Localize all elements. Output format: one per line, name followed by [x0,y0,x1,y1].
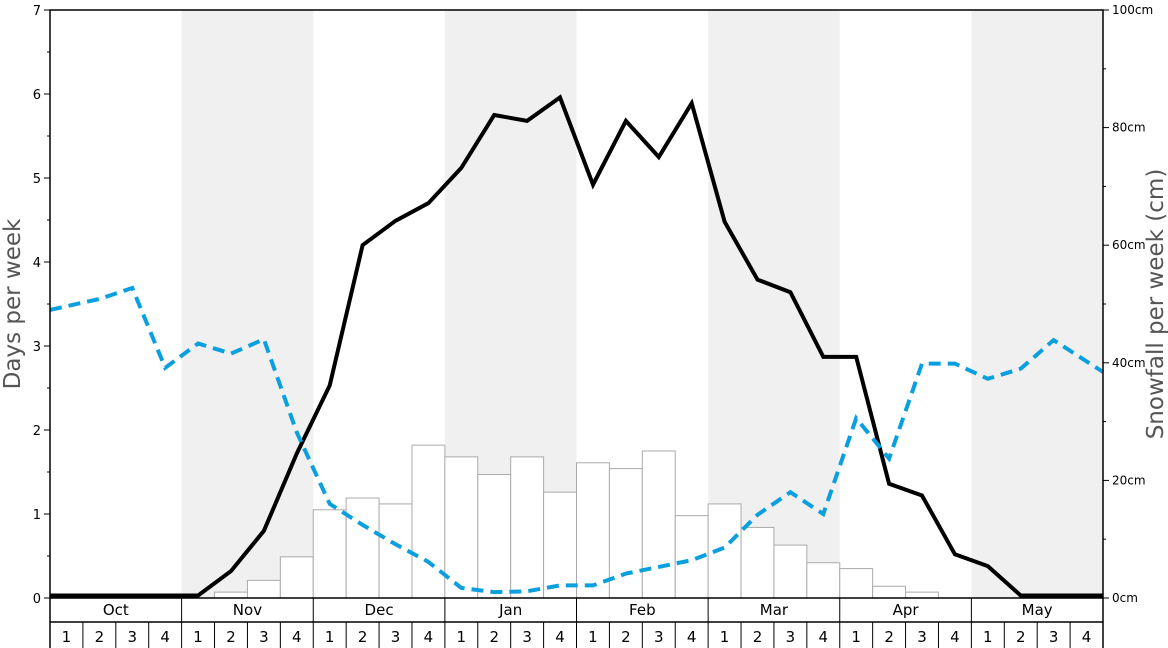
snowfall-bar [411,444,446,599]
snowfall-bar [477,474,512,599]
snowfall-bar [543,491,577,599]
y2-tick-label: 20cm [1112,473,1146,487]
snowfall-bar [872,585,907,599]
month-label: Feb [629,601,656,619]
week-label: 3 [786,628,796,646]
month-shade-nov [181,10,314,598]
snowfall-bar [246,579,281,599]
week-label: 3 [917,628,927,646]
month-shade-mar [708,10,840,598]
snowfall-bar [214,591,248,599]
axes [44,9,1109,648]
month-label: May [1022,601,1053,619]
y-tick-label: 3 [33,340,41,355]
week-label: 4 [160,628,170,646]
snowfall-bars [214,444,939,599]
snowfall-bar [740,526,775,599]
week-label: 2 [226,628,236,646]
snowfall-bar [345,497,380,599]
week-label: 4 [950,628,960,646]
snowfall-bar [905,591,939,599]
week-label: 2 [358,628,368,646]
week-label: 4 [819,628,829,646]
week-label: 1 [851,628,861,646]
snowfall-bar [806,562,841,599]
week-label: 2 [95,628,105,646]
week-label: 2 [621,628,631,646]
week-label: 3 [522,628,532,646]
y-tick-label: 0 [33,592,41,607]
month-shade-may [971,10,1103,598]
month-label: Jan [498,601,522,619]
week-label: 1 [720,628,730,646]
y-tick-label: 6 [33,88,41,103]
y-tick-label: 5 [33,172,41,187]
month-label: Apr [893,601,920,619]
month-label: Dec [365,601,394,619]
week-label: 4 [687,628,697,646]
week-label: 3 [391,628,401,646]
axis-labels: 0 1 2 3 4 5 6 7 0cm 20cm 40cm 60cm 80cm 100cm Oct 1 2 3 4 N… [33,3,1153,646]
snowfall-bar [641,450,676,599]
week-label: 3 [127,628,137,646]
snowfall-bar [378,503,413,599]
y-axis-title: Days per week [0,218,26,389]
week-label: 3 [259,628,269,646]
week-label: 1 [62,628,72,646]
y2-tick-label: 100cm [1112,3,1153,17]
week-label: 3 [654,628,664,646]
week-label: 2 [753,628,763,646]
snowfall-bar [576,462,610,599]
week-label: 1 [325,628,335,646]
y-tick-label: 4 [33,256,41,271]
y2-tick-label: 40cm [1112,356,1146,370]
y2-tick-label: 80cm [1112,121,1146,135]
snowfall-bar [312,509,347,599]
month-label: Nov [233,601,262,619]
week-label: 4 [1082,628,1092,646]
y2-tick-label: 0cm [1112,591,1138,605]
snowfall-bar [444,456,479,599]
y-tick-label: 2 [33,424,41,439]
y2-axis-title: Snowfall per week (cm) [1143,169,1168,440]
week-label: 3 [1049,628,1059,646]
week-label: 2 [884,628,894,646]
snowfall-bar [510,456,545,599]
solid-series-line [50,94,1103,598]
snowfall-bar [839,568,874,599]
week-label: 2 [489,628,499,646]
y2-tick-label: 60cm [1112,238,1146,252]
week-label: 4 [292,628,302,646]
week-label: 4 [424,628,434,646]
dashed-series-line [49,285,1105,595]
week-label: 1 [457,628,467,646]
month-label: Oct [103,601,129,619]
week-label: 1 [983,628,993,646]
data-lines [49,94,1105,598]
y-tick-label: 7 [33,4,41,19]
week-label: 2 [1016,628,1026,646]
month-shading [181,10,1103,598]
month-label: Mar [760,601,789,619]
week-label: 1 [588,628,598,646]
snowfall-bar [279,556,314,599]
week-label: 1 [193,628,203,646]
snowfall-bar [773,544,808,599]
y-tick-label: 1 [33,508,41,523]
week-label: 4 [555,628,565,646]
